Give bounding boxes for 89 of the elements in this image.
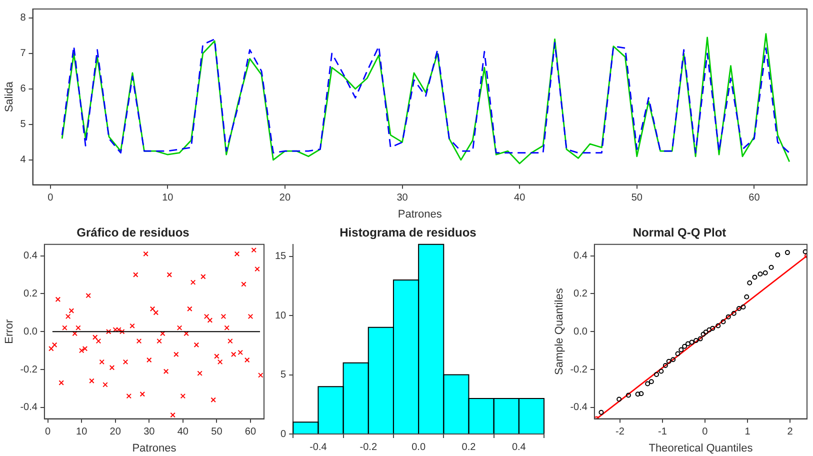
x-axis-title: Theoretical Quantiles (648, 442, 754, 454)
x-tick-label: 10 (76, 426, 88, 438)
point (658, 368, 664, 374)
point (654, 372, 659, 377)
point (726, 314, 731, 320)
y-tick-label: 4 (20, 154, 26, 166)
x-tick-label: 50 (211, 426, 223, 438)
point (744, 294, 750, 300)
point (700, 332, 706, 337)
x-tick-label: 0.4 (512, 442, 526, 453)
chart-title: Normal Q-Q Plot (632, 226, 726, 240)
point (678, 347, 684, 352)
point (802, 249, 807, 254)
point (638, 391, 644, 396)
y-axis-title: Sample Quantiles (554, 288, 566, 376)
point (675, 351, 680, 356)
y-axis-title: Salida (4, 80, 16, 112)
x-axis-title: Patrones (398, 208, 442, 220)
point (710, 326, 716, 331)
point (682, 344, 688, 349)
x-axis-title: Patrones (132, 442, 177, 454)
x-tick-label: 10 (162, 192, 174, 204)
y-tick-label: 0.2 (574, 288, 588, 300)
x-tick-label: -1 (658, 426, 668, 438)
point (768, 264, 774, 270)
y-tick-label: -0.2 (570, 364, 588, 376)
point (747, 280, 752, 286)
x-tick-label: 60 (244, 426, 256, 438)
point (758, 271, 763, 276)
point (689, 340, 694, 345)
x-tick-label: 0.0 (412, 442, 426, 453)
x-tick-label: -2 (615, 426, 625, 438)
y-tick-label: 15 (275, 251, 287, 262)
chart-title: Gráfico de residuos (76, 226, 190, 240)
point (740, 304, 746, 310)
y-tick-label: 0.0 (574, 326, 588, 338)
point (694, 338, 699, 344)
y-tick-label: -0.4 (20, 402, 38, 414)
point (762, 270, 768, 276)
point (598, 410, 604, 415)
point (731, 310, 736, 316)
y-tick-label: 7 (20, 48, 26, 60)
x-tick-label: 2 (787, 426, 794, 438)
y-tick-label: 0.4 (574, 250, 588, 262)
point (752, 274, 758, 280)
point (645, 381, 650, 386)
x-tick-label: 50 (631, 192, 643, 204)
point (775, 252, 780, 258)
point (736, 306, 742, 311)
x-tick-label: 60 (748, 192, 760, 204)
x-tick-label: 0 (702, 426, 708, 438)
point (670, 357, 676, 362)
x-tick-label: -0.2 (360, 442, 378, 453)
point (616, 396, 622, 402)
x-tick-label: 20 (279, 192, 291, 204)
y-tick-label: 5 (280, 370, 287, 380)
y-tick-label: 10 (275, 310, 287, 322)
point (706, 327, 712, 332)
x-tick-label: 0 (45, 426, 52, 438)
point (648, 379, 654, 384)
x-tick-label: 0 (48, 192, 54, 204)
y-tick-label: 0.0 (24, 326, 38, 338)
chart-title: Histograma de residuos (340, 226, 477, 240)
point (716, 323, 721, 328)
y-tick-label: -0.4 (570, 402, 588, 414)
y-tick-label: 0.4 (24, 250, 38, 262)
y-axis-title: Error (4, 319, 16, 344)
point (720, 319, 726, 324)
point (666, 358, 672, 364)
x-tick-label: 40 (177, 426, 189, 438)
x-tick-label: -0.4 (310, 442, 328, 453)
point (662, 363, 668, 368)
y-tick-label: 6 (20, 84, 26, 95)
x-tick-label: 1 (744, 426, 751, 438)
x-tick-label: 0.2 (462, 442, 476, 453)
point (626, 392, 631, 398)
x-tick-label: 40 (514, 192, 526, 204)
y-tick-label: 8 (20, 12, 26, 24)
x-tick-label: 30 (144, 426, 156, 438)
x-tick-label: 30 (396, 192, 408, 204)
x-tick-label: 20 (110, 426, 122, 438)
point (698, 336, 703, 342)
y-tick-label: 5 (20, 119, 26, 130)
y-tick-label: 0.2 (24, 288, 38, 300)
point (635, 392, 640, 397)
point (784, 250, 790, 256)
point (703, 330, 708, 335)
y-tick-label: -0.2 (20, 364, 38, 376)
point (685, 341, 690, 346)
